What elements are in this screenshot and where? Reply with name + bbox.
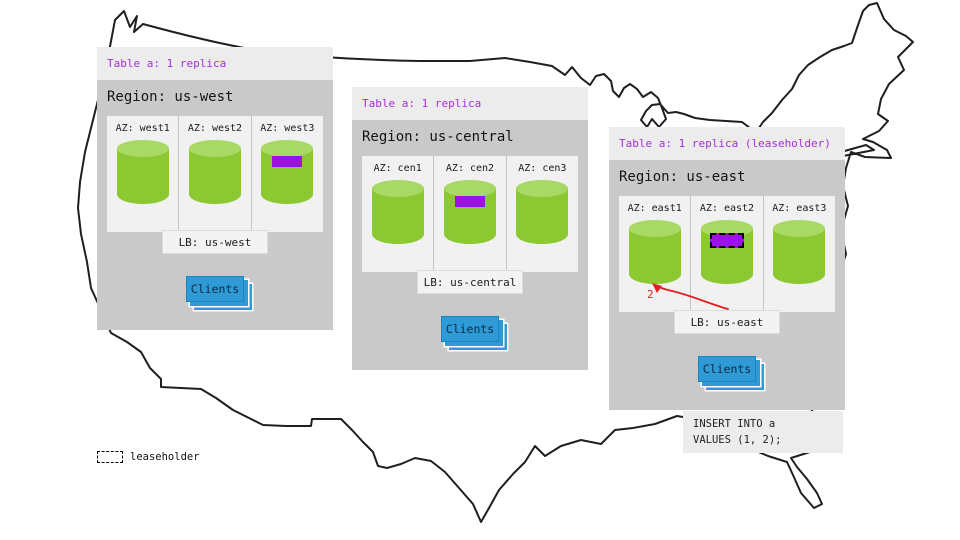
db-node-cylinder <box>261 140 314 204</box>
table-replica-label: Table a: 1 replica (leaseholder) <box>619 137 831 150</box>
az-cell-east1: AZ: east1 <box>619 196 690 312</box>
az-label: AZ: east3 <box>772 203 827 214</box>
db-node-cylinder <box>516 180 569 244</box>
load-balancer-box: LB: us-central <box>417 270 523 294</box>
cylinder-cap <box>700 220 753 237</box>
region-title: Region: us-central <box>362 129 514 145</box>
cylinder-body <box>628 228 681 284</box>
az-label: AZ: west1 <box>115 123 170 134</box>
legend-leaseholder: leaseholder <box>97 451 200 463</box>
az-cell-east3: AZ: east3 <box>762 196 835 312</box>
az-cell-cen1: AZ: cen1 <box>362 156 433 272</box>
leaseholder-replica-band <box>709 233 744 248</box>
load-balancer-label: LB: us-east <box>690 315 764 329</box>
region-panel-body: Region: us-central AZ: cen1 AZ: cen2 <box>352 120 588 370</box>
cylinder-cap <box>443 180 496 197</box>
cylinder-cap <box>188 140 241 157</box>
db-node-cylinder <box>700 220 753 284</box>
cylinder-cap <box>516 180 569 197</box>
az-label: AZ: west2 <box>187 123 243 134</box>
db-node-cylinder <box>443 180 496 244</box>
table-replica-header: Table a: 1 replica <box>352 87 588 120</box>
db-node-cylinder <box>116 140 169 204</box>
region-panel-body: Region: us-west AZ: west1 AZ: west2 <box>97 80 333 330</box>
az-row: AZ: cen1 AZ: cen2 AZ: <box>362 156 578 272</box>
load-balancer-box: LB: us-east <box>674 310 780 334</box>
region-panel-us-east: Table a: 1 replica (leaseholder) Region:… <box>609 127 845 410</box>
az-row: AZ: east1 AZ: east2 AZ <box>619 196 835 312</box>
load-balancer-box: LB: us-west <box>162 230 268 254</box>
az-label: AZ: cen3 <box>518 163 567 174</box>
cylinder-body <box>773 228 826 284</box>
cylinder-cap <box>628 220 681 237</box>
replica-band <box>454 196 485 207</box>
region-panel-us-central: Table a: 1 replica Region: us-central AZ… <box>352 87 588 370</box>
clients-button: Clients <box>186 276 244 302</box>
cylinder-body <box>188 148 241 204</box>
az-cell-cen2: AZ: cen2 <box>433 156 505 272</box>
clients-stack: Clients <box>698 356 764 390</box>
leaseholder-swatch-icon <box>97 451 123 463</box>
az-row: AZ: west1 AZ: west2 AZ <box>107 116 323 232</box>
legend-label: leaseholder <box>130 451 200 463</box>
az-cell-west3: AZ: west3 <box>250 116 323 232</box>
region-panel-body: Region: us-east AZ: east1 AZ: east2 <box>609 160 845 410</box>
db-node-cylinder <box>371 180 424 244</box>
region-title: Region: us-west <box>107 89 234 105</box>
az-cell-west1: AZ: west1 <box>107 116 178 232</box>
arrow-step-label: 2 <box>647 288 654 301</box>
cylinder-body <box>516 188 569 244</box>
az-cell-west2: AZ: west2 <box>178 116 250 232</box>
clients-label: Clients <box>702 362 752 376</box>
db-node-cylinder <box>628 220 681 284</box>
replica-band <box>272 156 303 167</box>
cylinder-body <box>116 148 169 204</box>
table-replica-header: Table a: 1 replica <box>97 47 333 80</box>
sql-line-2: VALUES (1, 2); <box>693 434 782 446</box>
cylinder-body <box>371 188 424 244</box>
clients-stack: Clients <box>441 316 507 350</box>
table-replica-header: Table a: 1 replica (leaseholder) <box>609 127 845 160</box>
region-panel-us-west: Table a: 1 replica Region: us-west AZ: w… <box>97 47 333 330</box>
az-label: AZ: west3 <box>260 123 315 134</box>
cylinder-cap <box>773 220 826 237</box>
az-label: AZ: east1 <box>627 203 682 214</box>
table-replica-label: Table a: 1 replica <box>362 97 482 110</box>
sql-note: INSERT INTO a VALUES (1, 2); <box>683 411 843 453</box>
az-label: AZ: cen1 <box>373 163 422 174</box>
region-title: Region: us-east <box>619 169 746 185</box>
load-balancer-label: LB: us-west <box>178 235 252 249</box>
cylinder-cap <box>116 140 169 157</box>
clients-label: Clients <box>445 322 495 336</box>
az-label: AZ: east2 <box>699 203 755 214</box>
cylinder-cap <box>371 180 424 197</box>
db-node-cylinder <box>188 140 241 204</box>
clients-label: Clients <box>190 282 240 296</box>
clients-stack: Clients <box>186 276 252 310</box>
sql-line-1: INSERT INTO a <box>693 418 776 430</box>
az-label: AZ: cen2 <box>445 163 495 174</box>
table-replica-label: Table a: 1 replica <box>107 57 227 70</box>
load-balancer-label: LB: us-central <box>423 275 517 289</box>
cylinder-cap <box>261 140 314 157</box>
clients-button: Clients <box>698 356 756 382</box>
az-cell-east2: AZ: east2 <box>690 196 762 312</box>
clients-button: Clients <box>441 316 499 342</box>
db-node-cylinder <box>773 220 826 284</box>
az-cell-cen3: AZ: cen3 <box>505 156 578 272</box>
